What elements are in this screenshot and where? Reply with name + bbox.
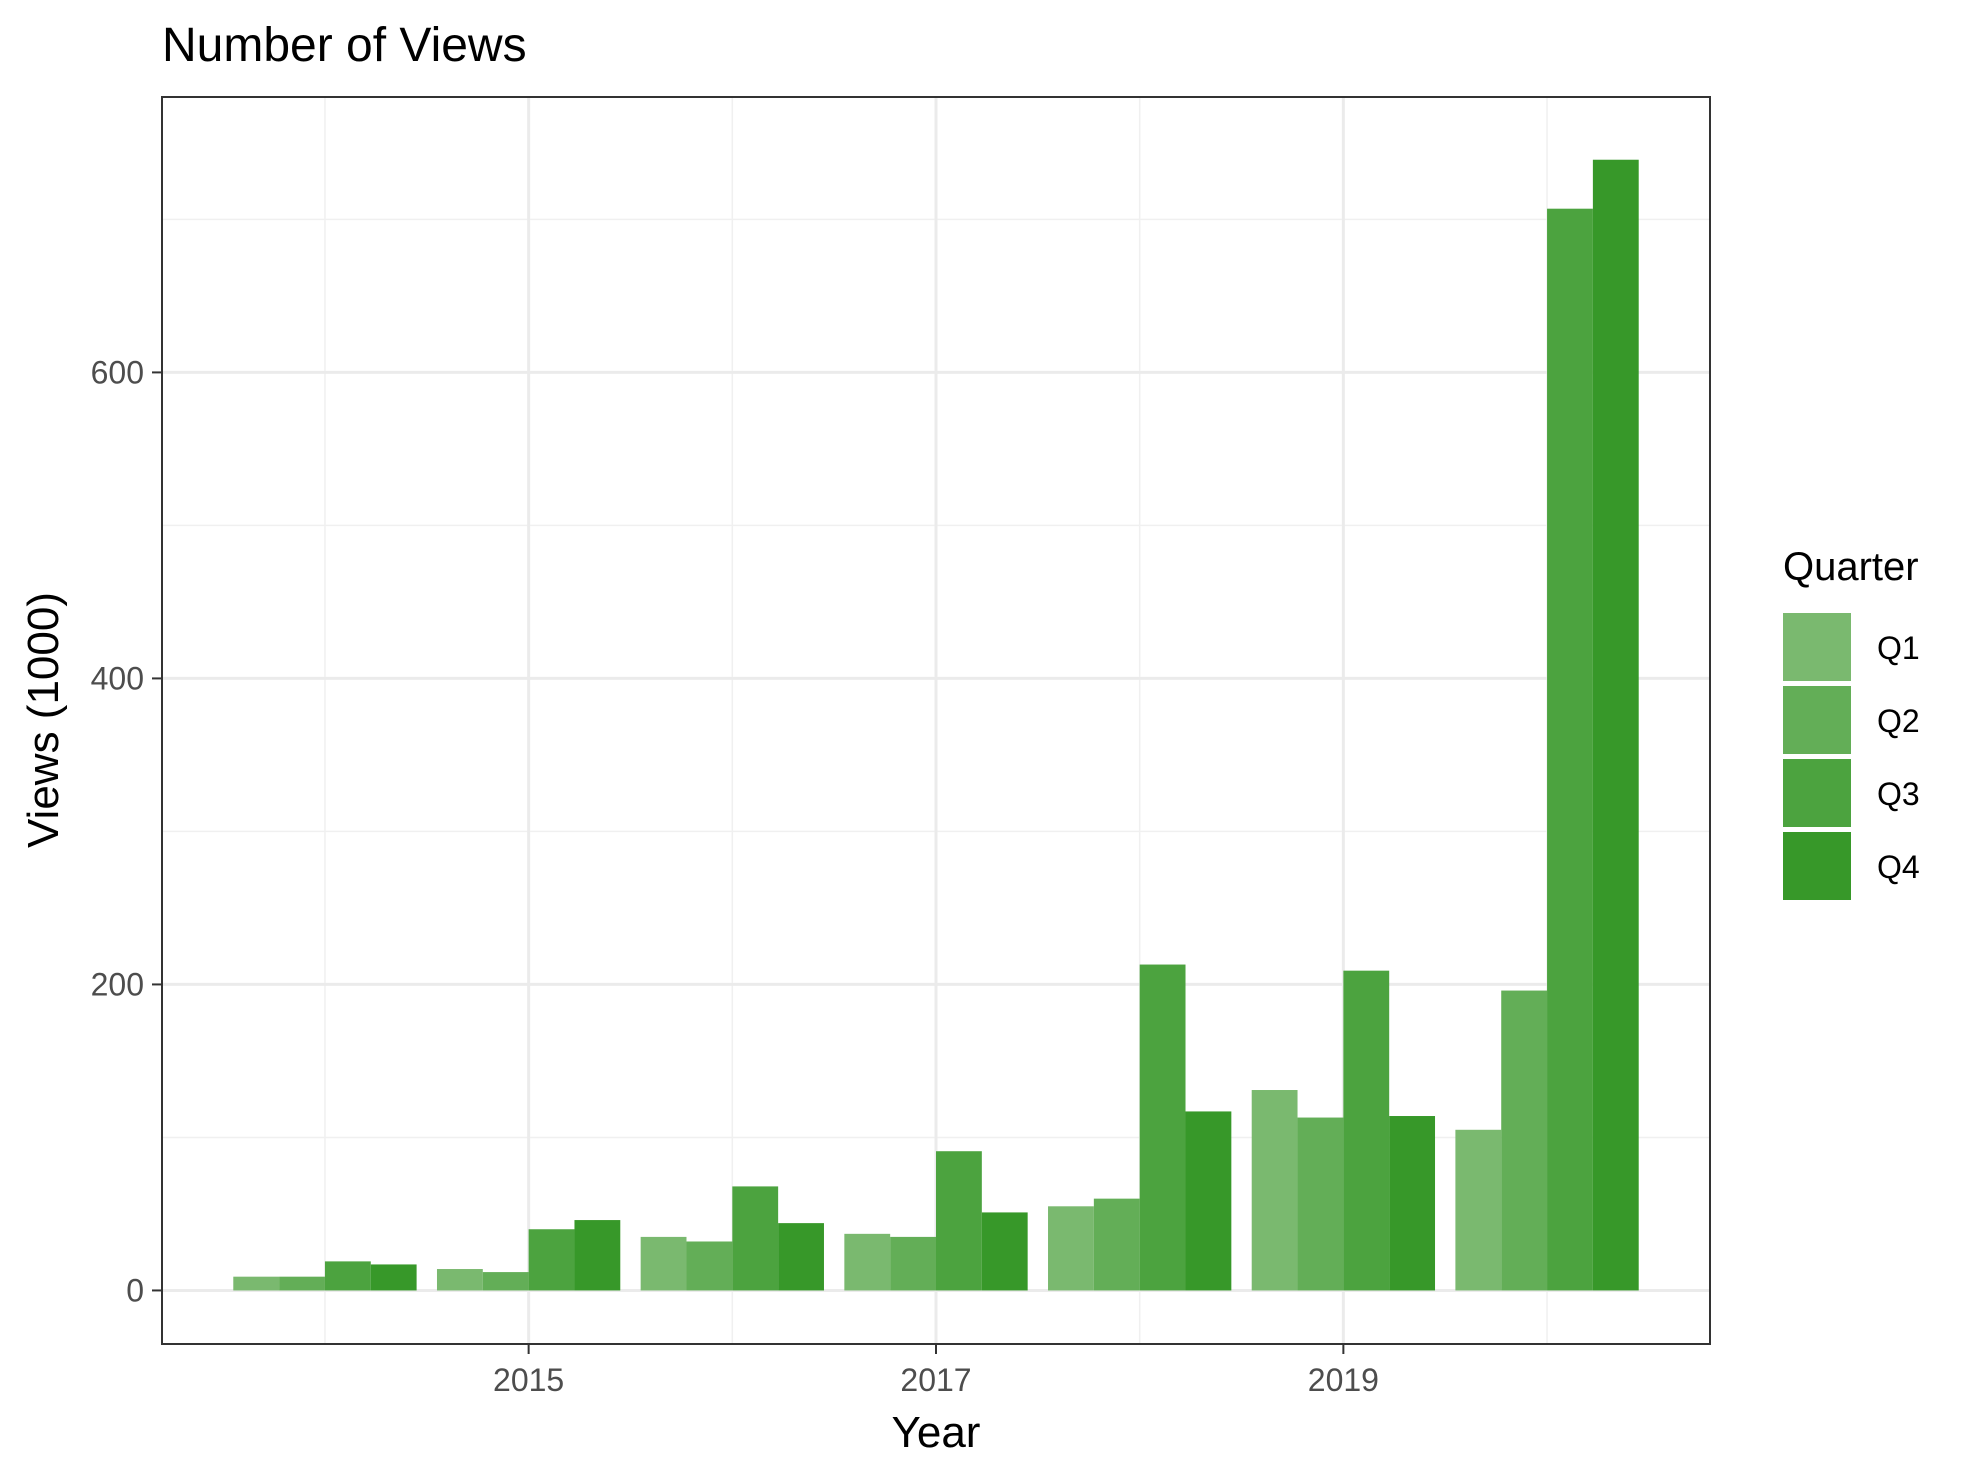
bar-q2-2014: [279, 1276, 325, 1291]
bar-q1-2015: [436, 1269, 483, 1291]
bar-q1-2016: [640, 1236, 687, 1291]
x-axis: 2015 2017 2019: [493, 1344, 1379, 1398]
legend-label-q3: Q3: [1877, 776, 1920, 812]
bar-q4-2020: [1592, 159, 1639, 1291]
bar-q2-2017: [890, 1236, 936, 1291]
bar-q3-2017: [936, 1151, 982, 1291]
bar-q4-2014: [370, 1264, 417, 1291]
bar-q1-2017: [844, 1233, 891, 1291]
y-tick-label: 0: [126, 1272, 144, 1308]
x-tick-label: 2015: [493, 1362, 564, 1398]
bar-q2-2019: [1297, 1117, 1344, 1291]
bar-q4-2017: [981, 1212, 1028, 1291]
legend-title: Quarter: [1783, 545, 1919, 589]
plot-panel: [161, 96, 1711, 1345]
y-axis-title: Views (1000): [19, 592, 68, 848]
chart-title: Number of Views: [162, 19, 527, 72]
legend-label-q4: Q4: [1877, 849, 1920, 885]
bars: [233, 159, 1639, 1291]
bar-q2-2016: [686, 1241, 733, 1291]
bar-q1-2019: [1251, 1090, 1298, 1291]
x-axis-title: Year: [892, 1408, 981, 1457]
y-tick-label: 400: [91, 660, 144, 696]
bar-q4-2016: [778, 1223, 824, 1291]
bar-q3-2015: [528, 1229, 575, 1291]
bar-q4-2015: [574, 1220, 621, 1291]
legend: Quarter Q1 Q2 Q3 Q4: [1783, 545, 1920, 900]
x-tick-label: 2019: [1308, 1362, 1379, 1398]
legend-label-q1: Q1: [1877, 630, 1920, 666]
bar-q1-2020: [1455, 1129, 1502, 1291]
y-tick-label: 200: [91, 966, 144, 1002]
legend-key-q3: [1783, 759, 1851, 827]
bar-q4-2018: [1185, 1111, 1232, 1291]
legend-key-q4: [1783, 832, 1851, 900]
bar-q2-2015: [482, 1272, 529, 1291]
bar-q4-2019: [1389, 1116, 1436, 1291]
y-axis: 0 200 400 600: [91, 354, 162, 1308]
bar-q3-2019: [1343, 970, 1390, 1291]
bar-q3-2016: [732, 1186, 779, 1291]
legend-items: Q1 Q2 Q3 Q4: [1783, 613, 1920, 900]
bar-q1-2018: [1048, 1206, 1094, 1291]
y-tick-label: 600: [91, 354, 144, 390]
bar-q2-2018: [1093, 1198, 1140, 1291]
bar-q2-2020: [1501, 990, 1548, 1291]
bar-q1-2014: [233, 1276, 280, 1291]
legend-key-q1: [1783, 613, 1851, 681]
legend-label-q2: Q2: [1877, 703, 1920, 739]
bar-q3-2020: [1547, 208, 1593, 1291]
bar-q3-2014: [324, 1261, 371, 1291]
bar-q3-2018: [1139, 964, 1186, 1291]
x-tick-label: 2017: [900, 1362, 971, 1398]
legend-key-q2: [1783, 686, 1851, 754]
